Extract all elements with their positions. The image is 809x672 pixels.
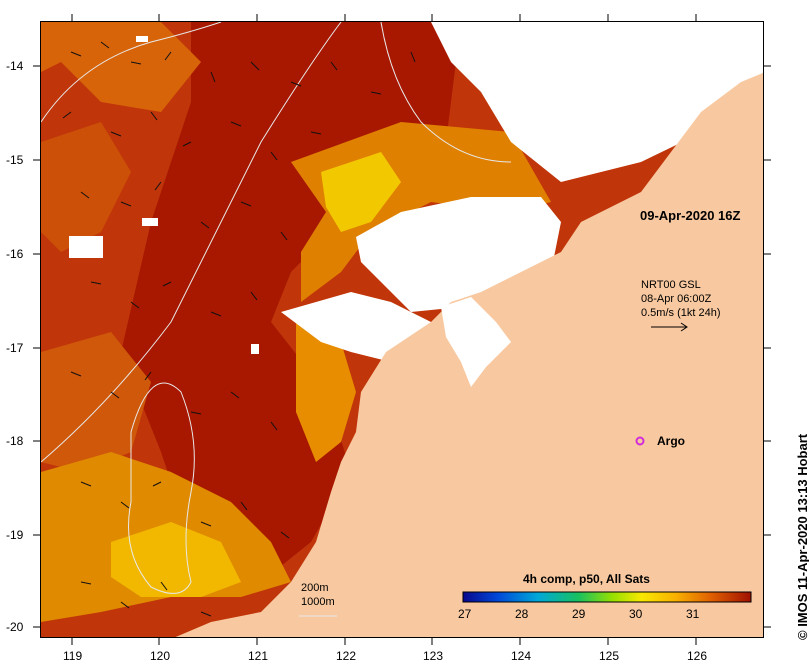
current-legend-line2: 08-Apr 06:00Z bbox=[641, 293, 712, 305]
island-whitespace bbox=[441, 297, 511, 387]
y-tick-label: -18 bbox=[6, 434, 24, 448]
y-tick-label: -16 bbox=[6, 247, 24, 261]
x-tick-label: 125 bbox=[599, 649, 620, 663]
cloud-mask bbox=[142, 218, 158, 226]
sst-map bbox=[41, 22, 763, 637]
contour-200m bbox=[380, 22, 512, 163]
x-tick-label: 123 bbox=[423, 649, 444, 663]
sst-coastal-warm bbox=[296, 322, 356, 462]
sst-warm-patch bbox=[41, 22, 201, 112]
depth-legend-200m: 200m bbox=[301, 582, 329, 594]
colorbar-tick: 30 bbox=[629, 607, 643, 621]
contour-1000m bbox=[41, 22, 342, 463]
y-tick-label: -15 bbox=[6, 153, 24, 167]
x-tick-label: 119 bbox=[63, 649, 83, 663]
x-tick-label: 120 bbox=[150, 649, 171, 663]
current-legend-line3: 0.5m/s (1kt 24h) bbox=[641, 307, 721, 319]
cloud-mask bbox=[69, 236, 103, 258]
argo-marker bbox=[635, 436, 645, 446]
sst-cool-core bbox=[111, 522, 241, 597]
x-tick-label: 126 bbox=[687, 649, 708, 663]
imos-credit: © IMOS 11-Apr-2020 13:13 Hobart bbox=[795, 433, 809, 640]
current-scale-arrow bbox=[651, 322, 688, 332]
current-vectors bbox=[62, 41, 416, 617]
colorbar bbox=[462, 591, 752, 603]
y-tick-label: -19 bbox=[6, 528, 24, 542]
sst-warm-patch bbox=[41, 122, 131, 252]
x-tick-label: 124 bbox=[511, 649, 532, 663]
cloud-mask bbox=[251, 344, 259, 354]
sst-hot-band bbox=[121, 22, 461, 582]
colorbar-tick: 28 bbox=[515, 607, 529, 621]
y-tick-label: -14 bbox=[6, 59, 24, 73]
colorbar-title: 4h comp, p50, All Sats bbox=[523, 572, 650, 586]
y-tick-label: -20 bbox=[6, 620, 24, 634]
current-legend-line1: NRT00 GSL bbox=[641, 279, 701, 291]
depth-legend-1000m: 1000m bbox=[301, 596, 335, 608]
colorbar-tick: 27 bbox=[458, 607, 472, 621]
sst-coastal-cool bbox=[321, 152, 401, 232]
x-tick-label: 122 bbox=[336, 649, 357, 663]
contour-1000m bbox=[128, 382, 195, 594]
date-label: 09-Apr-2020 16Z bbox=[640, 208, 741, 223]
argo-label: Argo bbox=[657, 434, 685, 448]
colorbar-tick: 29 bbox=[572, 607, 586, 621]
cloud-mask bbox=[136, 36, 148, 42]
map-frame[interactable]: 09-Apr-2020 16Z NRT00 GSL 08-Apr 06:00Z … bbox=[40, 21, 764, 638]
y-tick-label: -17 bbox=[6, 341, 24, 355]
x-tick-label: 121 bbox=[248, 649, 269, 663]
colorbar-tick: 31 bbox=[686, 607, 700, 621]
contour-200m bbox=[41, 22, 222, 123]
